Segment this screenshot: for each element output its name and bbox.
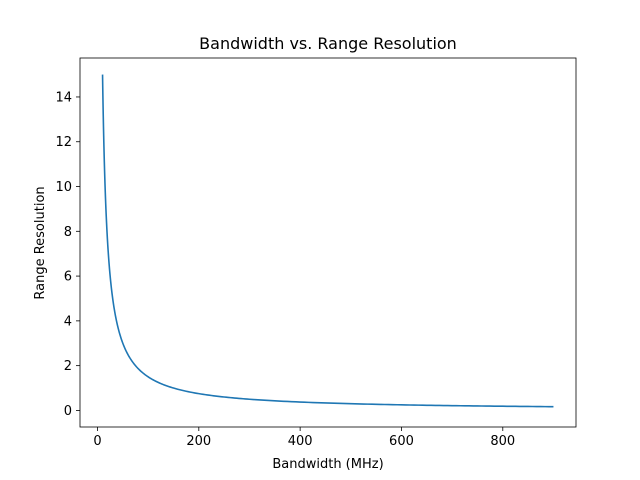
axes-frame bbox=[79, 57, 577, 428]
x-tick-label: 800 bbox=[490, 434, 515, 449]
y-tick-label: 6 bbox=[64, 270, 72, 285]
y-tick-label: 12 bbox=[55, 135, 72, 150]
y-tick-label: 10 bbox=[55, 180, 72, 195]
y-tick-label: 14 bbox=[55, 90, 72, 105]
plot-area: 0 200 400 600 800 0 2 4 6 8 10 12 14 bbox=[55, 57, 577, 449]
series-line-0 bbox=[101, 74, 554, 408]
x-tick-label: 200 bbox=[186, 434, 211, 449]
y-tick-label: 0 bbox=[64, 404, 72, 419]
x-tick-label: 400 bbox=[288, 434, 313, 449]
x-tick-label: 600 bbox=[389, 434, 414, 449]
x-tick-label: 0 bbox=[93, 434, 101, 449]
y-tick-label: 8 bbox=[64, 225, 72, 240]
y-tick-label: 2 bbox=[64, 359, 72, 374]
y-axis-title: Range Resolution bbox=[33, 186, 48, 299]
chart-title: Bandwidth vs. Range Resolution bbox=[199, 34, 457, 53]
x-axis-title: Bandwidth (MHz) bbox=[272, 457, 383, 472]
y-tick-label: 4 bbox=[64, 314, 72, 329]
